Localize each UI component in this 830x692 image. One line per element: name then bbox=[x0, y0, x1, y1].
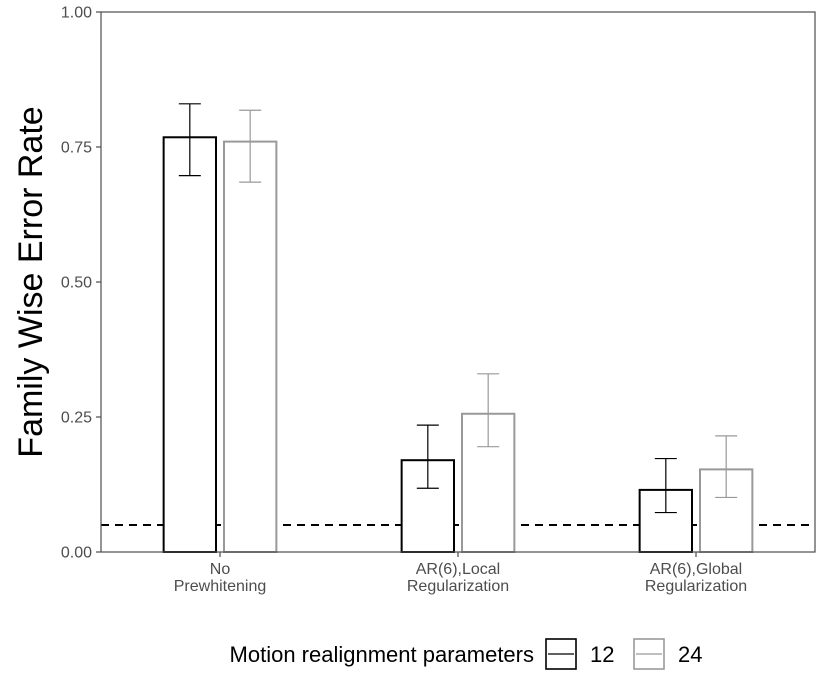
legend: Motion realignment parameters 12 24 bbox=[230, 638, 702, 670]
legend-label-24: 24 bbox=[678, 642, 702, 667]
y-axis-label: Family Wise Error Rate bbox=[12, 106, 50, 457]
bar-series-12 bbox=[162, 136, 217, 553]
y-tick-label: 0.25 bbox=[61, 410, 92, 427]
y-tick-label: 0.50 bbox=[61, 275, 92, 292]
y-tick-label: 1.00 bbox=[61, 5, 92, 22]
x-tick-label: AR(6),Local Regularization bbox=[407, 561, 509, 595]
legend-label-12: 12 bbox=[590, 642, 614, 667]
axes: 0.00 0.25 0.50 0.75 1.00 No Prewhitening AR(6),… bbox=[61, 5, 816, 595]
legend-title: Motion realignment parameters bbox=[230, 642, 534, 667]
plot-area bbox=[101, 103, 815, 554]
y-tick-label: 0.00 bbox=[61, 545, 92, 562]
x-tick-label: No Prewhitening bbox=[174, 561, 267, 595]
x-tick-label: AR(6),Global Regularization bbox=[645, 561, 747, 595]
bar-series-24 bbox=[223, 140, 278, 553]
y-tick-label: 0.75 bbox=[61, 140, 92, 157]
